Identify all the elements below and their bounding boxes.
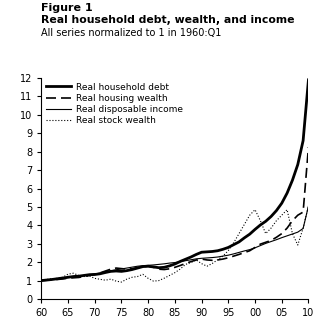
Real household debt <box>39 279 43 282</box>
Real disposable income <box>307 204 310 208</box>
Line: Real disposable income: Real disposable income <box>41 206 308 280</box>
Real housing wealth <box>301 210 305 214</box>
Real disposable income <box>232 252 236 256</box>
Text: All series normalized to 1 in 1960:Q1: All series normalized to 1 in 1960:Q1 <box>41 28 222 38</box>
Real housing wealth <box>216 258 219 262</box>
Real household debt <box>301 139 305 143</box>
Real household debt <box>232 243 236 247</box>
Real stock wealth <box>221 254 225 258</box>
Real disposable income <box>125 266 129 270</box>
Real disposable income <box>39 279 43 282</box>
Text: Real household debt, wealth, and income: Real household debt, wealth, and income <box>41 15 295 25</box>
Real household debt <box>216 249 219 253</box>
Real household debt <box>125 269 129 273</box>
Real disposable income <box>98 271 102 275</box>
Real disposable income <box>301 227 305 230</box>
Real housing wealth <box>39 279 43 282</box>
Line: Real stock wealth: Real stock wealth <box>41 206 308 282</box>
Legend: Real household debt, Real housing wealth, Real disposable income, Real stock wea: Real household debt, Real housing wealth… <box>44 81 184 127</box>
Real housing wealth <box>120 266 123 270</box>
Real housing wealth <box>232 254 236 258</box>
Real housing wealth <box>98 271 102 275</box>
Real stock wealth <box>125 277 129 281</box>
Real housing wealth <box>125 267 129 271</box>
Real household debt <box>120 269 123 273</box>
Real household debt <box>307 78 310 82</box>
Real household debt <box>98 272 102 276</box>
Real disposable income <box>120 267 123 271</box>
Line: Real housing wealth: Real housing wealth <box>41 147 308 280</box>
Real stock wealth <box>130 275 134 279</box>
Real housing wealth <box>307 145 310 149</box>
Real stock wealth <box>98 277 102 281</box>
Real stock wealth <box>301 226 305 230</box>
Real stock wealth <box>120 280 123 284</box>
Text: Figure 1: Figure 1 <box>41 3 93 13</box>
Real stock wealth <box>307 204 310 208</box>
Real disposable income <box>216 255 219 259</box>
Line: Real household debt: Real household debt <box>41 80 308 280</box>
Real stock wealth <box>237 232 241 236</box>
Real stock wealth <box>39 279 43 282</box>
